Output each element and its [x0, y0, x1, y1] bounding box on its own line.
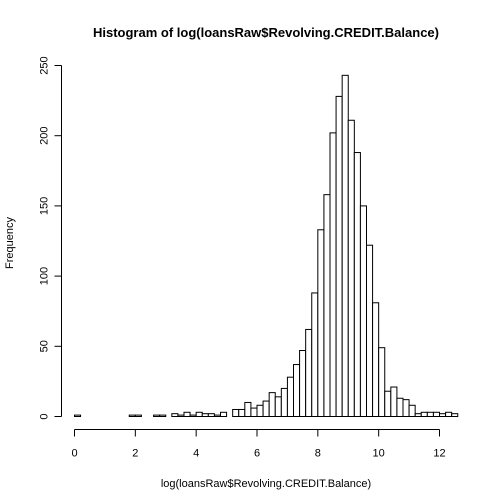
histogram-bar [305, 328, 313, 418]
histogram-bar [366, 244, 374, 417]
x-tick-label: 10 [373, 448, 385, 460]
chart-title: Histogram of log(loansRaw$Revolving.CRED… [93, 25, 439, 40]
histogram-bar [280, 387, 288, 418]
y-tick-label: 250 [38, 56, 50, 74]
x-tick-label: 2 [132, 448, 138, 460]
histogram-bar [341, 74, 349, 418]
histogram-bar [426, 411, 434, 418]
histogram-bar [274, 396, 282, 417]
histogram-bar [402, 399, 410, 417]
x-tick-label: 8 [315, 448, 321, 460]
histogram-bar [359, 205, 368, 417]
x-axis-label: log(loansRaw$Revolving.CREDIT.Balance) [161, 478, 371, 490]
histogram-bar [439, 413, 447, 418]
y-axis-label: Frequency [4, 217, 16, 269]
y-axis: 0 50 100 150 200 250 [38, 56, 62, 420]
x-tick-label: 4 [193, 448, 199, 460]
y-tick-label: 0 [38, 413, 50, 419]
x-tick-label: 0 [71, 448, 77, 460]
histogram-bar [390, 386, 398, 417]
histogram-bar [420, 411, 428, 418]
histogram-bar [134, 414, 142, 418]
histogram-bar [311, 292, 319, 418]
histogram-bar [335, 95, 343, 417]
y-tick-label: 50 [38, 340, 50, 352]
y-tick-label: 100 [38, 267, 50, 285]
x-tick-label: 6 [254, 448, 260, 460]
histogram-bar [408, 404, 416, 417]
histogram-bar [244, 401, 252, 417]
histogram-bar [195, 411, 203, 418]
histogram-bar [183, 411, 191, 418]
histogram-bar [159, 414, 167, 418]
histogram-bar [238, 408, 246, 418]
histogram-bar [384, 390, 392, 418]
histogram-bar [445, 411, 453, 418]
histogram-bar [329, 132, 337, 417]
histogram-bar [299, 350, 307, 418]
histogram-bar [128, 414, 136, 418]
histogram-bar [74, 414, 82, 418]
histogram-bar [414, 413, 422, 418]
histogram-bar [171, 413, 179, 418]
histogram-bar [256, 404, 264, 417]
histogram-bar [378, 347, 386, 418]
histogram-bar [207, 413, 215, 418]
histogram-bar [347, 119, 355, 417]
y-tick-label: 200 [38, 127, 50, 145]
histogram-bar [268, 392, 276, 418]
histogram-bar [153, 414, 161, 418]
histogram-bar [317, 229, 325, 417]
histogram-bar [232, 408, 240, 418]
histogram-bar [323, 194, 331, 417]
histogram-bar [189, 414, 197, 418]
histogram-bar [372, 302, 380, 417]
histogram-bar [286, 376, 295, 418]
x-axis: 0 2 4 6 8 10 12 [71, 429, 446, 460]
histogram-bar [353, 152, 361, 418]
bars-group [74, 74, 459, 418]
histogram-bar [396, 397, 404, 417]
histogram-bar [250, 407, 258, 417]
histogram-bar [451, 413, 459, 418]
x-tick-label: 12 [433, 448, 445, 460]
histogram-bar [432, 411, 441, 418]
histogram-bar [177, 414, 185, 418]
histogram-bar [213, 414, 221, 418]
histogram-bar [293, 364, 301, 417]
histogram-bar [220, 411, 228, 418]
histogram-bar [201, 413, 209, 418]
y-tick-label: 150 [38, 197, 50, 215]
histogram-bar [262, 400, 270, 417]
